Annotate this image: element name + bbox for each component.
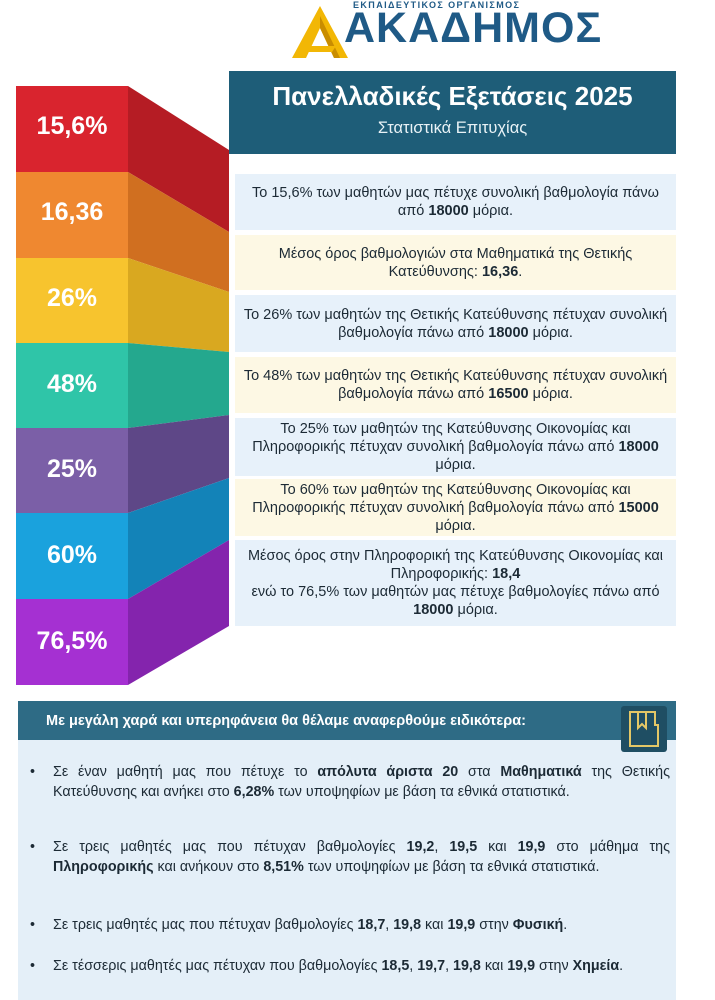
step-7-side — [128, 540, 229, 685]
staircase-graphic — [16, 86, 229, 685]
list-item: • Σε τρεις μαθητές μας που πέτυχαν βαθμο… — [30, 839, 670, 875]
step-5-face — [16, 428, 128, 513]
stat-value: 15,6% — [36, 112, 108, 140]
step-5-side — [128, 415, 229, 513]
list-item: • Σε τέσσερις μαθητές μας πέτυχαν που βα… — [30, 958, 624, 974]
step-3-face — [16, 258, 128, 343]
stat-description: Το 60% των μαθητών της Κατεύθυνσης Οικον… — [235, 479, 676, 536]
list-item: • Σε τρεις μαθητές μας που πέτυχαν βαθμο… — [30, 917, 568, 933]
bookmark-icon — [621, 706, 667, 752]
stat-value: 16,36 — [40, 198, 104, 226]
stat-description: Μέσος όρος στην Πληροφορική της Κατεύθυν… — [235, 540, 676, 626]
stat-description: Μέσος όρος βαθμολογιών στα Μαθηματικά τη… — [235, 235, 676, 290]
step-6-face — [16, 513, 128, 599]
logo-subtitle: ΕΚΠΑΙΔΕΥΤΙΚΟΣ ΟΡΓΑΝΙΣΜΟΣ — [353, 0, 521, 10]
step-7-face — [16, 599, 128, 685]
panel-heading-text: Με μεγάλη χαρά και υπερηφάνεια θα θέλαμε… — [46, 712, 526, 729]
page-title: Πανελλαδικές Εξετάσεις 2025 — [272, 81, 633, 111]
title-banner: Πανελλαδικές Εξετάσεις 2025 Στατιστικά Ε… — [229, 71, 676, 154]
step-2-side — [128, 172, 229, 292]
logo-name: ΑΚΑΔΗΜΟΣ — [344, 4, 603, 52]
stat-description: Το 25% των μαθητών της Κατεύθυνσης Οικον… — [235, 418, 676, 476]
golden-a-mark-icon — [292, 6, 348, 58]
page-subtitle: Στατιστικά Επιτυχίας — [377, 119, 528, 137]
step-6-side — [128, 478, 229, 599]
stat-description: Το 48% των μαθητών της Θετικής Κατεύθυνσ… — [235, 357, 676, 413]
list-item: • Σε έναν μαθητή μας που πέτυχε το απόλυ… — [30, 764, 671, 800]
step-1-face — [16, 86, 128, 172]
stat-description: Το 15,6% των μαθητών μας πέτυχε συνολική… — [235, 174, 676, 230]
step-4-side — [128, 343, 229, 428]
stat-value: 26% — [46, 284, 98, 312]
step-4-face — [16, 343, 128, 428]
stat-value: 48% — [46, 370, 98, 398]
stat-description: Το 26% των μαθητών της Θετικής Κατεύθυνσ… — [235, 295, 676, 352]
panel-heading: Με μεγάλη χαρά και υπερηφάνεια θα θέλαμε… — [18, 701, 676, 740]
achievements-panel — [18, 740, 676, 1000]
logo — [290, 4, 620, 60]
stat-value: 25% — [46, 455, 98, 483]
stat-value: 76,5% — [36, 627, 108, 655]
stat-value: 60% — [46, 541, 98, 569]
step-3-side — [128, 258, 229, 352]
step-2-face — [16, 172, 128, 258]
